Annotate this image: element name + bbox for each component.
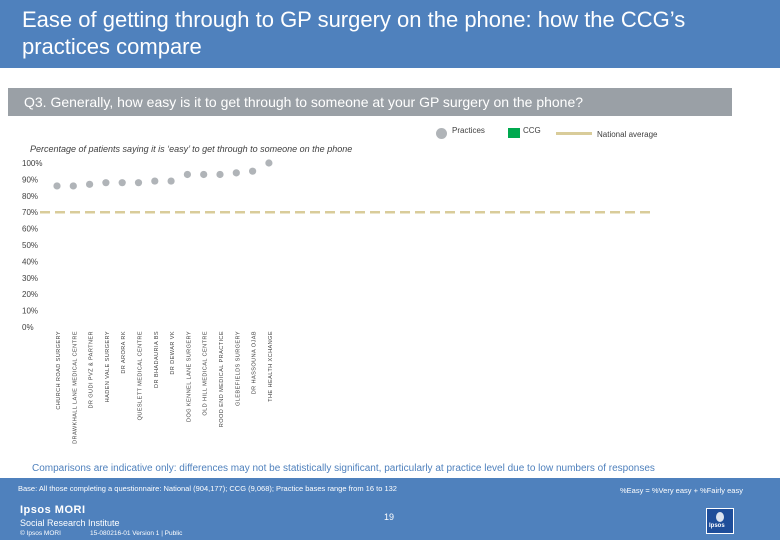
page-number: 19: [384, 512, 395, 522]
category-label: DR BHADAURIA BS: [154, 331, 160, 388]
version-text: 15-080216-01 Version 1 | Public: [90, 530, 183, 537]
question-bar: Q3. Generally, how easy is it to get thr…: [8, 88, 732, 116]
category-label: GLEBEFIELDS SURGERY: [235, 331, 241, 406]
category-label: DR DEWAR VK: [170, 331, 176, 375]
practice-point: [232, 169, 240, 177]
page-title: Ease of getting through to GP surgery on…: [22, 7, 686, 59]
practice-point: [200, 170, 208, 179]
legend-practices-marker: [436, 128, 447, 139]
practice-point: [102, 179, 110, 187]
y-tick-label: 90%: [22, 175, 38, 184]
y-tick-label: 0%: [22, 323, 34, 332]
chart-subtitle: Percentage of patients saying it is ‘eas…: [30, 144, 353, 154]
category-label: DR ARORA RK: [121, 331, 127, 374]
practice-point: [151, 177, 159, 185]
copyright-text: © Ipsos MORI: [20, 530, 61, 537]
header-banner: Ease of getting through to GP surgery on…: [0, 0, 780, 68]
footer-banner: Base: All those completing a questionnai…: [0, 478, 780, 540]
legend-practices-label: Practices: [452, 126, 485, 135]
practice-point: [183, 170, 191, 179]
corner-logo-text: Ipsos: [709, 523, 725, 529]
practice-point: [134, 179, 143, 187]
practice-point: [69, 182, 77, 190]
practice-point: [118, 179, 126, 187]
y-tick-label: 80%: [22, 192, 38, 201]
practice-point: [265, 159, 273, 167]
practice-point: [167, 177, 175, 185]
practice-chart: 0% 10% 20% 30% 40% 50% 60% 70% 80% 90% 100% CHURCH …: [22, 159, 650, 444]
practice-point: [86, 180, 94, 188]
category-label: DOG KENNEL LANE SURGERY: [186, 331, 192, 422]
category-label: OLD HILL MEDICAL CENTRE: [203, 331, 209, 416]
y-tick-label: 40%: [22, 257, 38, 266]
y-tick-label: 30%: [22, 274, 38, 283]
category-label: THE HEALTH XCHANGE: [268, 331, 274, 402]
practice-point: [249, 167, 257, 175]
y-tick-label: 10%: [22, 307, 38, 316]
base-note: Base: All those completing a questionnai…: [18, 484, 397, 493]
category-label: DRAWKHALL LANE MEDICAL CENTRE: [72, 331, 78, 444]
category-label: CHURCH ROAD SURGERY: [56, 331, 62, 410]
y-tick-label: 50%: [22, 241, 38, 250]
legend-national-marker: [556, 132, 592, 135]
y-tick-label: 20%: [22, 290, 38, 299]
practice-point: [53, 182, 61, 190]
ipsos-logo-icon: Ipsos: [706, 508, 734, 534]
legend-national-label: National average: [597, 130, 658, 139]
y-tick-label: 60%: [22, 225, 38, 234]
legend-ccg-marker: [508, 128, 520, 138]
category-label: ROOD END MEDICAL PRACTICE: [219, 331, 225, 427]
y-tick-label: 70%: [22, 208, 38, 217]
legend-ccg-label: CCG: [523, 126, 541, 135]
logo-subtitle: Social Research Institute: [20, 518, 120, 528]
category-label: DR GUDI PVZ & PARTNER: [89, 331, 95, 409]
logo-mark-icon: [716, 512, 724, 522]
easy-definition: %Easy = %Very easy + %Fairly easy: [620, 486, 743, 495]
category-label: DR HASSOUNA OJAB: [252, 331, 258, 394]
comparison-note: Comparisons are indicative only: differe…: [32, 463, 655, 474]
category-label: HADEN VALE SURGERY: [105, 331, 111, 402]
logo-name: Ipsos MORI: [20, 504, 86, 516]
category-label: QUESLETT MEDICAL CENTRE: [138, 331, 144, 420]
y-tick-label: 100%: [22, 159, 42, 168]
practice-point: [216, 170, 224, 179]
question-text: Q3. Generally, how easy is it to get thr…: [24, 94, 584, 110]
